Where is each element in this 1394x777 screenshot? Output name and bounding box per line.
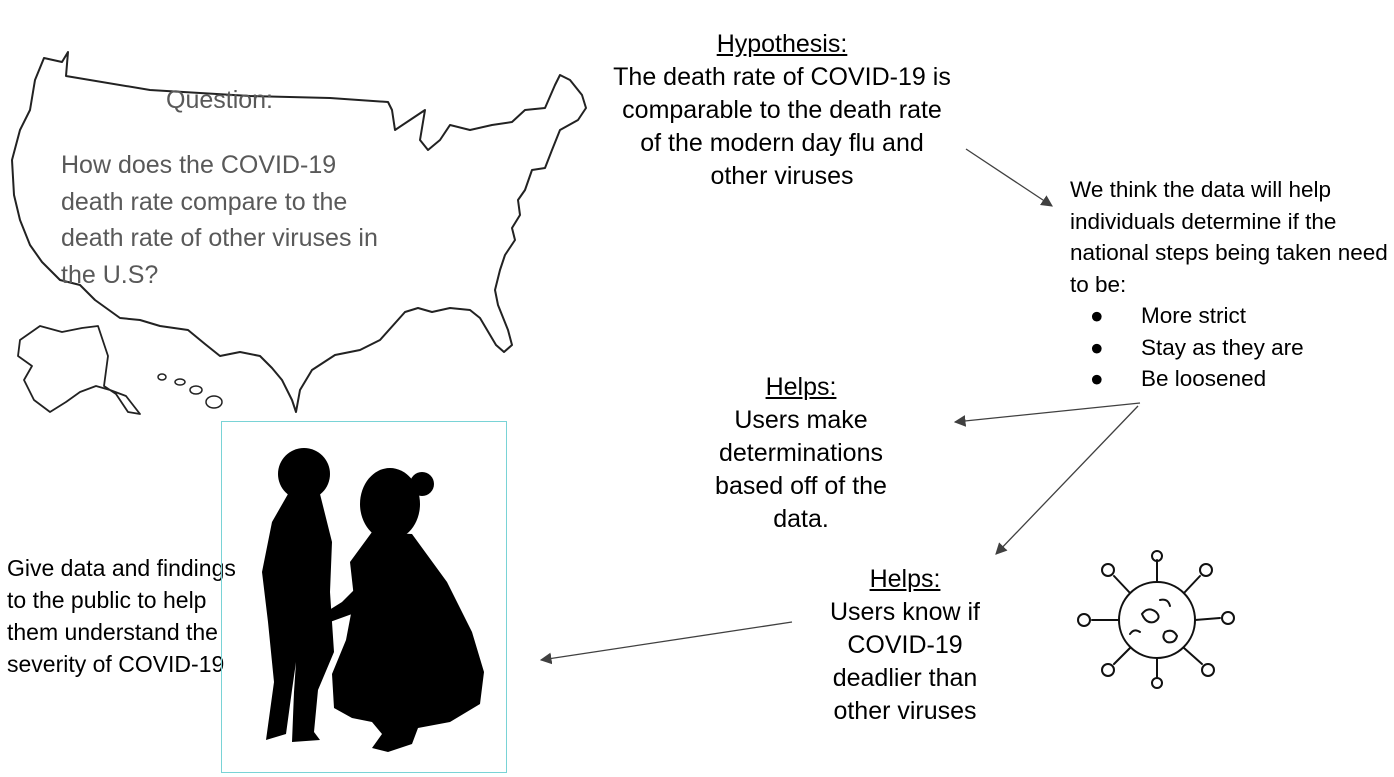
arrow-helps2-to-give-data	[539, 621, 793, 665]
helps-title: Helps:	[869, 565, 941, 593]
effect-bullet-list: ● More strict ● Stay as they are ● Be loose…	[1070, 300, 1390, 395]
bullet-icon: ●	[1090, 366, 1104, 391]
bullet-icon: ●	[1090, 303, 1104, 328]
hypothesis-title: Hypothesis:	[716, 30, 848, 58]
list-item: ● More strict	[1070, 300, 1390, 332]
question-text: How does the COVID-19 death rate compare…	[61, 151, 378, 289]
hypothesis-text: The death rate of COVID-19 is comparable…	[613, 63, 951, 190]
helps-know-block: Helps: Users know if COVID-19 deadlier t…	[815, 563, 995, 728]
arrow-hypothesis-to-effect	[965, 148, 1053, 207]
effect-intro: We think the data will help individuals …	[1070, 177, 1388, 297]
mother-child-silhouette-icon	[262, 448, 484, 752]
give-data-text: Give data and findings to the public to …	[7, 555, 236, 677]
bullet-icon: ●	[1090, 334, 1104, 360]
list-item: ● Be loosened	[1070, 363, 1390, 395]
question-label: Question:	[166, 86, 274, 114]
helps-text: Users make determinations based off of t…	[715, 406, 887, 533]
helps-text: Users know if COVID-19 deadlier than oth…	[829, 598, 981, 725]
helps-determinations-block: Helps: Users make determinations based o…	[690, 371, 912, 536]
arrow-effect-to-helps1	[953, 402, 1141, 427]
hypothesis-block: Hypothesis: The death rate of COVID-19 i…	[612, 28, 952, 193]
virus-icon	[1077, 550, 1235, 689]
list-item: ● Stay as they are	[1070, 332, 1390, 364]
effect-block: We think the data will help individuals …	[1070, 174, 1390, 395]
photo-frame	[221, 421, 507, 773]
helps-title: Helps:	[765, 373, 837, 401]
arrow-effect-to-helps2	[995, 405, 1139, 555]
us-map-icon	[11, 51, 587, 415]
